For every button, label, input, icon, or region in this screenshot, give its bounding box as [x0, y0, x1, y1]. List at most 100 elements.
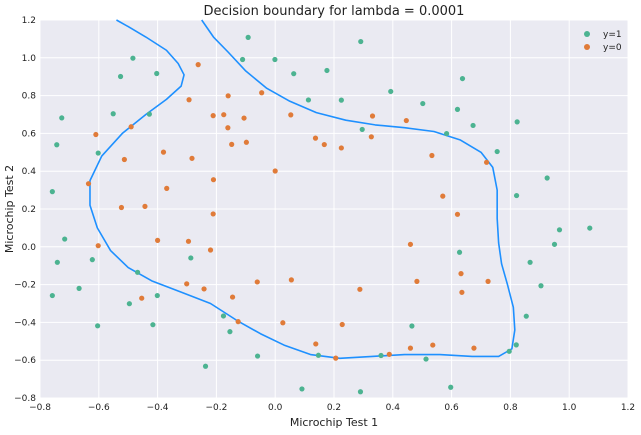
- data-point: [139, 295, 145, 301]
- y-tick-label: −0.4: [14, 318, 36, 328]
- data-point: [407, 241, 414, 247]
- chart-title: Decision boundary for lambda = 0.0001: [204, 4, 465, 19]
- y-tick-label: 0.0: [22, 243, 37, 253]
- data-point: [202, 363, 209, 369]
- data-point: [403, 117, 409, 124]
- data-point: [76, 285, 82, 291]
- data-point: [471, 345, 477, 351]
- data-point: [239, 56, 246, 63]
- data-point: [207, 247, 214, 253]
- data-point: [459, 289, 465, 295]
- data-point: [110, 111, 116, 117]
- data-point: [142, 203, 148, 209]
- data-point: [506, 348, 512, 354]
- data-point: [456, 249, 463, 255]
- data-point: [160, 149, 167, 155]
- data-point: [527, 259, 533, 265]
- y-tick-label: 1.2: [22, 16, 36, 26]
- data-point: [288, 277, 294, 283]
- data-point: [339, 321, 345, 328]
- data-point: [54, 259, 60, 265]
- data-point: [195, 62, 201, 68]
- data-point: [321, 141, 327, 148]
- data-point: [551, 241, 558, 247]
- data-point: [299, 386, 305, 392]
- boundary-layer: [89, 19, 516, 360]
- data-point: [59, 115, 65, 121]
- data-point: [130, 55, 136, 61]
- data-point: [93, 131, 99, 138]
- x-tick-label: −0.4: [147, 403, 169, 413]
- legend-label: y=0: [603, 43, 622, 53]
- data-point: [95, 243, 101, 249]
- data-point: [430, 342, 436, 348]
- data-point: [155, 237, 161, 243]
- data-point: [454, 106, 461, 112]
- data-point: [89, 257, 95, 263]
- data-point: [523, 313, 529, 319]
- x-tick-label: 0.6: [444, 403, 459, 413]
- data-point: [189, 155, 195, 161]
- data-point: [210, 211, 216, 217]
- x-tick-label: 0.2: [327, 403, 341, 413]
- data-point: [128, 124, 134, 130]
- grid-lines: [39, 19, 629, 399]
- legend: y=1y=0: [584, 30, 622, 53]
- data-point: [414, 278, 420, 284]
- data-point: [338, 145, 344, 151]
- data-point: [85, 181, 92, 187]
- data-point: [448, 384, 454, 390]
- data-point: [121, 156, 127, 163]
- data-point: [312, 135, 319, 141]
- y-tick-label: −0.8: [14, 394, 36, 404]
- data-point: [117, 73, 124, 80]
- data-point: [154, 70, 160, 77]
- data-point: [538, 283, 544, 289]
- x-tick-label: −0.8: [29, 403, 51, 413]
- y-tick-label: 1.0: [22, 54, 37, 64]
- data-point: [272, 168, 278, 174]
- data-point: [357, 389, 364, 395]
- data-point: [513, 192, 520, 199]
- data-point: [225, 93, 231, 99]
- y-tick-label: 0.2: [22, 205, 36, 215]
- data-point: [305, 97, 312, 103]
- data-point: [333, 355, 339, 361]
- y-tick-label: −0.2: [14, 281, 36, 291]
- data-point: [358, 38, 364, 45]
- data-point: [62, 236, 68, 242]
- x-axis-label: Microchip Test 1: [290, 416, 378, 429]
- decision-boundary-line: [89, 19, 516, 360]
- data-point: [440, 193, 446, 199]
- legend-marker: [584, 44, 590, 50]
- data-point: [291, 71, 297, 77]
- x-tick-label: 0.8: [503, 403, 518, 413]
- data-point: [229, 294, 236, 300]
- data-point: [324, 67, 330, 74]
- data-point: [49, 189, 55, 195]
- data-point: [388, 88, 394, 95]
- data-point: [54, 142, 60, 148]
- data-point: [386, 351, 392, 357]
- y-axis-label: Microchip Test 2: [3, 165, 16, 253]
- points-layer: [49, 34, 593, 395]
- data-point: [150, 322, 156, 328]
- data-point: [154, 292, 160, 299]
- data-point: [458, 271, 464, 277]
- data-point: [313, 341, 319, 347]
- data-point: [210, 113, 216, 119]
- data-point: [95, 323, 101, 329]
- x-tick-label: −0.2: [205, 403, 227, 413]
- data-point: [409, 323, 415, 329]
- data-point: [235, 319, 241, 325]
- data-point: [185, 238, 192, 244]
- data-point: [444, 130, 450, 137]
- data-point: [368, 134, 374, 140]
- data-point: [485, 278, 491, 284]
- data-point: [483, 159, 490, 165]
- legend-label: y=1: [603, 30, 622, 40]
- data-point: [254, 279, 260, 285]
- series-y1: [49, 34, 593, 395]
- data-point: [146, 111, 152, 117]
- data-point: [118, 204, 125, 211]
